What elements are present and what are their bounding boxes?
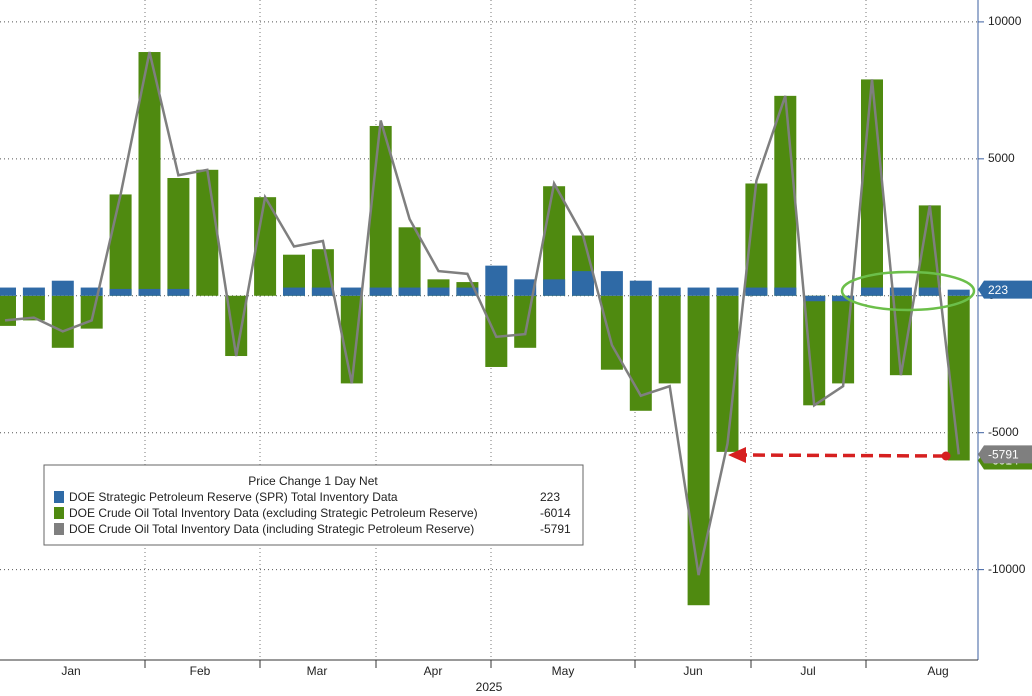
bar [138, 288, 161, 296]
bar [80, 295, 103, 329]
legend-label: DOE Crude Oil Total Inventory Data (excl… [69, 506, 478, 520]
bar [774, 95, 797, 296]
y-tick-label: -10000 [988, 562, 1026, 576]
bar [514, 279, 537, 296]
x-year-label: 2025 [476, 680, 503, 694]
bar [311, 287, 334, 296]
bar [658, 295, 681, 384]
bar [80, 287, 103, 296]
bar [716, 295, 739, 452]
bar [369, 287, 392, 296]
bar [947, 295, 970, 461]
x-tick-label: Jan [61, 664, 80, 678]
legend-box [43, 464, 584, 546]
arrow-line [741, 453, 946, 458]
legend-value: 223 [540, 490, 560, 504]
y-tick-label: 5000 [988, 151, 1015, 165]
bar [600, 295, 623, 370]
bar [283, 254, 305, 296]
bar [629, 295, 652, 411]
legend: Price Change 1 Day Net DOE Strategic Pet… [43, 464, 584, 546]
x-tick-label: Jun [683, 664, 702, 678]
bar [138, 52, 161, 296]
y-tick-label: -5000 [988, 425, 1019, 439]
legend-value: -6014 [540, 506, 571, 520]
legend-value: -5791 [540, 522, 571, 536]
bar [947, 289, 970, 296]
bar [687, 287, 710, 296]
value-tag-label: -5791 [988, 448, 1019, 462]
line [4, 51, 960, 576]
bar [369, 125, 392, 296]
bar [398, 287, 421, 296]
bar [51, 295, 74, 348]
bar [22, 295, 45, 321]
value-tag [978, 445, 1032, 464]
legend-swatch [54, 491, 64, 503]
bar [658, 287, 681, 296]
x-tick-label: Jul [800, 664, 815, 678]
bar [861, 79, 883, 296]
bar [456, 287, 479, 296]
x-tick-label: Apr [424, 664, 443, 678]
bar [774, 287, 797, 296]
bar [572, 271, 594, 296]
bar [629, 280, 652, 296]
x-tick-label: Aug [927, 664, 948, 678]
bar [283, 287, 305, 296]
bar [109, 288, 132, 296]
bar [514, 295, 537, 348]
bar [889, 287, 912, 296]
bar [918, 287, 941, 296]
legend-swatch [54, 523, 64, 535]
bar [861, 287, 883, 296]
legend-label: DOE Strategic Petroleum Reserve (SPR) To… [69, 490, 398, 504]
bar [0, 287, 16, 296]
bar [803, 295, 826, 406]
x-tick-label: May [552, 664, 575, 678]
bar [485, 295, 508, 367]
bar [745, 183, 768, 296]
y-tick-label: 10000 [988, 14, 1022, 28]
bar [716, 287, 739, 296]
bar [0, 295, 16, 326]
bar [167, 178, 190, 296]
x-tick-label: Feb [190, 664, 211, 678]
bar [109, 194, 132, 296]
arrow-head [728, 447, 746, 463]
highlight-ellipse [840, 270, 976, 312]
legend-title: Price Change 1 Day Net [248, 474, 378, 488]
bar [745, 287, 768, 296]
arrow-dot [941, 451, 951, 461]
value-tag [978, 280, 1032, 299]
bar [340, 287, 363, 296]
bar [687, 295, 710, 606]
bar [311, 249, 334, 296]
bar [803, 295, 826, 302]
bar [22, 287, 45, 296]
legend-label: DOE Crude Oil Total Inventory Data (incl… [69, 522, 474, 536]
value-tag-label: 223 [988, 283, 1008, 297]
legend-swatch [54, 507, 64, 519]
bar [427, 287, 450, 296]
bar [600, 271, 623, 296]
bar [485, 265, 508, 296]
bar [51, 280, 74, 296]
bar [167, 288, 190, 296]
x-tick-label: Mar [307, 664, 328, 678]
bar [543, 279, 566, 296]
bar [196, 169, 219, 296]
bar [225, 295, 248, 357]
bar [398, 227, 421, 296]
bar [832, 295, 855, 302]
